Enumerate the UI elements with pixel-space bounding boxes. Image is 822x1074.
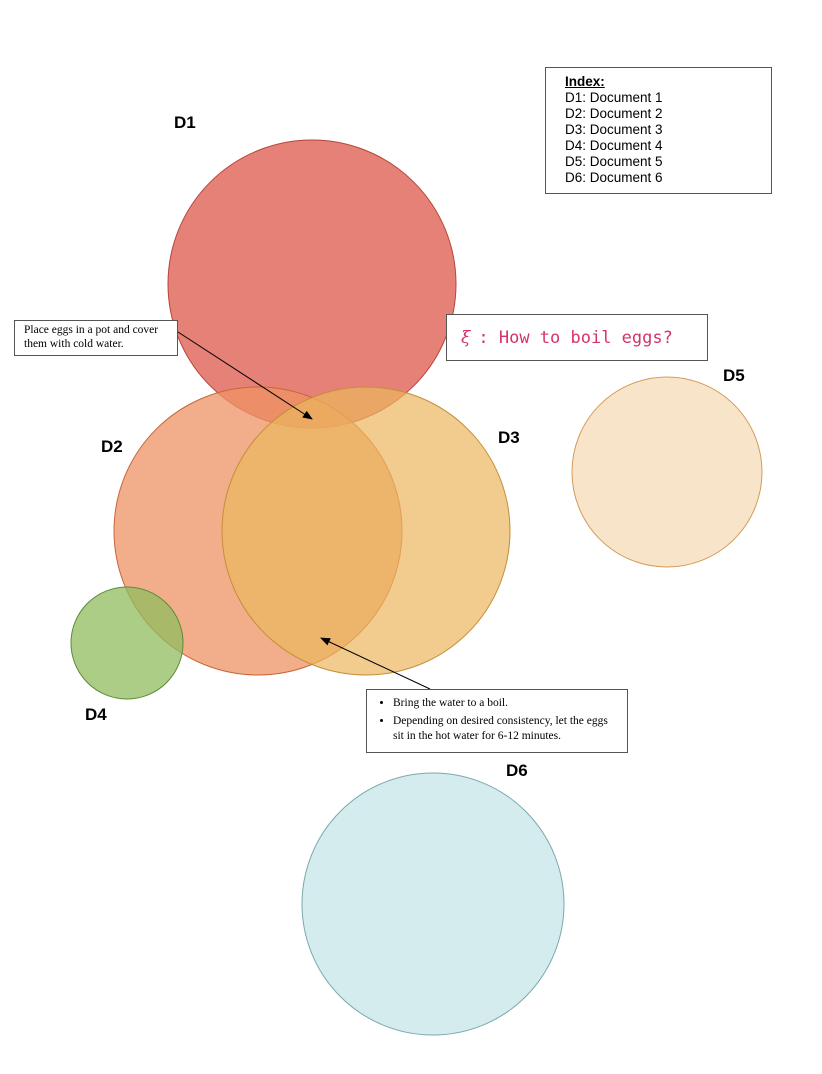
- circle-d6: [301, 772, 565, 1036]
- label-d4: D4: [85, 705, 107, 724]
- query-box: ξ : How to boil eggs?: [446, 314, 708, 361]
- arrow-note2: [320, 637, 431, 690]
- label-d6: D6: [506, 761, 528, 780]
- index-entry-d4: D4: Document 4: [565, 138, 663, 153]
- note-boil-steps-list: Bring the water to a boil. Depending on …: [377, 696, 619, 744]
- circle-d4: [70, 586, 184, 700]
- arrow-note1: [177, 331, 313, 420]
- note-cold-water: Place eggs in a pot and cover them with …: [14, 320, 178, 356]
- index-entry-d2: D2: Document 2: [565, 106, 663, 121]
- index-entry-d1: D1: Document 1: [565, 90, 663, 105]
- note-boil-steps: Bring the water to a boil. Depending on …: [366, 689, 628, 753]
- label-d2: D2: [101, 437, 123, 456]
- note-cold-water-text: Place eggs in a pot and cover them with …: [24, 324, 159, 350]
- query-symbol: ξ: [461, 327, 471, 348]
- label-d1: D1: [174, 113, 196, 132]
- note-step-boil: Bring the water to a boil.: [393, 696, 619, 711]
- note-step-sit: Depending on desired consistency, let th…: [393, 714, 619, 744]
- circle-d5: [571, 376, 763, 568]
- index-entry-d5: D5: Document 5: [565, 154, 663, 169]
- index-title: Index:: [565, 74, 605, 89]
- index-entry-d3: D3: Document 3: [565, 122, 663, 137]
- index-entry-d6: D6: Document 6: [565, 170, 663, 185]
- label-d3: D3: [498, 428, 520, 447]
- circle-d1: [167, 139, 457, 429]
- query-text: : How to boil eggs?: [478, 327, 673, 348]
- index-box: Index: D1: Document 1 D2: Document 2 D3:…: [545, 67, 772, 194]
- circle-d3: [221, 386, 511, 676]
- label-d5: D5: [723, 366, 745, 385]
